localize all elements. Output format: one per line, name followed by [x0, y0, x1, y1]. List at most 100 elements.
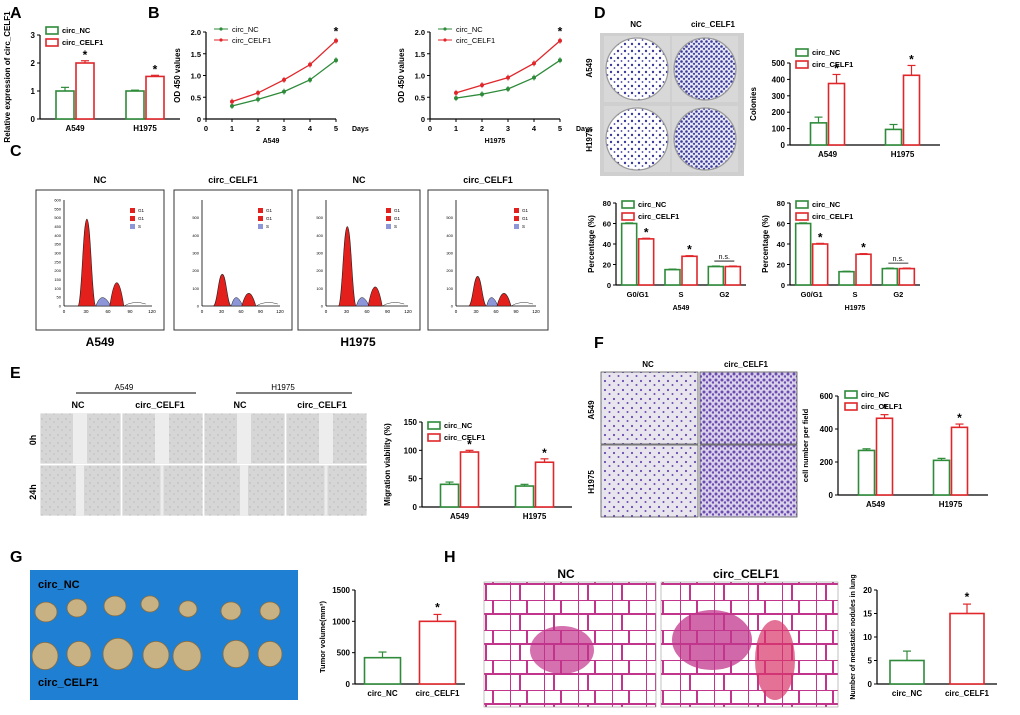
g-category-label: circ_NC: [367, 689, 397, 698]
c-flow-tail: [382, 302, 405, 307]
d-cycle-a549-ytick-label: 20: [603, 261, 611, 270]
a-category-label: H1975: [133, 124, 157, 133]
d-cycle-h1975-ytick-label: 40: [777, 240, 785, 249]
c-flow-ytick-label: 200: [446, 268, 453, 273]
g-tumor: [178, 600, 198, 618]
c-flow-box: [173, 189, 293, 331]
a-ytick-label: 0: [31, 115, 36, 124]
c-flow-ytick-label: 400: [192, 233, 199, 238]
panel-letter-c: C: [10, 143, 22, 160]
d-colonies-bar: [809, 122, 828, 146]
a-legend-celf1: circ_CELF1: [62, 38, 103, 47]
g-tumor: [257, 641, 283, 668]
d-cycle-h1975-bar: [811, 243, 829, 286]
c-flow-ytick-label: 400: [54, 233, 61, 238]
c-group-a549: A549: [86, 335, 115, 349]
f-legend-nc: circ_NC: [861, 390, 890, 399]
f-ytick-label: 400: [820, 425, 834, 434]
e-col-celf1-1: circ_CELF1: [135, 400, 185, 410]
e-scratch-gap: [76, 465, 84, 516]
c-flow-legend-label: G1: [266, 208, 273, 213]
h-lung-nodule: [755, 620, 795, 700]
g-category-label: circ_CELF1: [415, 689, 460, 698]
c-flow-ytick-label: 0: [197, 304, 200, 309]
a-bar: [145, 75, 165, 120]
c-flow-ytick-label: 200: [54, 268, 61, 273]
c-flow-title: NC: [353, 175, 366, 185]
d-plate-colonies: [673, 107, 737, 171]
g-tumor: [222, 639, 250, 669]
c-flow-ytick-label: 100: [192, 286, 199, 291]
b1-legend-celf1: circ_CELF1: [232, 36, 271, 45]
c-flow-xtick-label: 120: [404, 309, 412, 314]
f-row-h1975: H1975: [587, 470, 596, 494]
f-significance: *: [882, 402, 887, 416]
panel-letter-f: F: [594, 335, 604, 352]
b2-ytick-label: 2.0: [415, 28, 425, 37]
c-flow-xtick-label: 90: [258, 309, 264, 314]
b2-ytick-label: 0: [421, 115, 425, 124]
d-colonies-category-label: H1975: [891, 150, 915, 159]
d-colonies-ytick-label: 100: [772, 125, 786, 134]
g-tumor: [172, 640, 202, 672]
d-cycle-h1975-bar: [855, 253, 872, 286]
f-ytick-label: 600: [820, 392, 834, 401]
panel-letter-h: H: [444, 549, 456, 566]
b2-legend-nc: circ_NC: [456, 25, 483, 34]
c-flow-box: [427, 189, 549, 331]
d-cycle-a549-category-label: G0/G1: [627, 290, 649, 299]
b1-series-line: [231, 59, 337, 107]
c-flow-ytick-label: 0: [321, 304, 324, 309]
c-flow-box: [297, 189, 421, 331]
c-flow-ytick-label: 500: [54, 215, 61, 220]
f-row-a549: A549: [587, 400, 596, 420]
c-flow-xtick-label: 30: [219, 309, 225, 314]
c-flow-xtick-label: 30: [473, 309, 479, 314]
f-legend-celf1: circ_CELF1: [861, 402, 902, 411]
f-bar: [875, 417, 894, 496]
g-photo-label-celf1: circ_CELF1: [38, 677, 99, 689]
b1-significance: *: [334, 25, 339, 39]
c-flow-ytick-label: 200: [316, 268, 323, 273]
h-ytick-label: 0: [868, 680, 873, 689]
b1-ytick-label: 1.5: [191, 50, 201, 59]
f-col-celf1: circ_CELF1: [724, 360, 769, 369]
b2-legend-celf1: circ_CELF1: [456, 36, 495, 45]
h-title-celf1: circ_CELF1: [713, 567, 779, 581]
g-bar: [363, 656, 402, 685]
a-category-label: A549: [65, 124, 85, 133]
e-legend-nc-swatch: [427, 421, 441, 430]
a-ytick-label: 1: [31, 87, 36, 96]
c-flow-legend-label: S: [394, 224, 397, 229]
f-legend-celf1-swatch: [844, 402, 858, 411]
c-flow-legend-swatch: [514, 224, 519, 229]
c-flow-legend-swatch: [386, 216, 391, 221]
d-plate-row-h1975: H1975: [585, 128, 594, 152]
c-flow-legend-swatch: [514, 216, 519, 221]
panel-letter-d: D: [594, 5, 606, 22]
h-significance: *: [965, 590, 970, 604]
d-cycle-h1975-ylabel: Percentage (%): [761, 215, 770, 273]
e-bar: [459, 451, 480, 508]
d-colonies-bar: [902, 74, 921, 146]
h-ytick-label: 15: [863, 610, 872, 619]
c-flow-ytick-label: 250: [54, 259, 61, 264]
h-lung-nodule: [530, 626, 594, 674]
f-bar: [932, 459, 951, 496]
b1-xtick-label: 2: [256, 124, 260, 133]
e-significance: *: [467, 437, 472, 451]
b1-xlabel: A549: [263, 138, 280, 145]
e-col-nc-1: NC: [72, 400, 85, 410]
b2-xlabel: H1975: [485, 138, 506, 145]
d-cyc1-legend-celf1-swatch: [621, 212, 635, 221]
c-flow-xtick-label: 120: [532, 309, 540, 314]
e-category-label: H1975: [523, 512, 547, 521]
a-significance: *: [83, 48, 88, 62]
d-colonies-bar: [884, 128, 903, 146]
c-flow-ytick-label: 600: [54, 198, 61, 203]
d-cycle-h1975-bar: [794, 222, 812, 286]
c-flow-box: [35, 189, 165, 331]
c-flow-xtick-label: 0: [455, 309, 458, 314]
d-cycle-a549-xlabel: A549: [673, 305, 690, 312]
f-ytick-label: 0: [829, 491, 834, 500]
